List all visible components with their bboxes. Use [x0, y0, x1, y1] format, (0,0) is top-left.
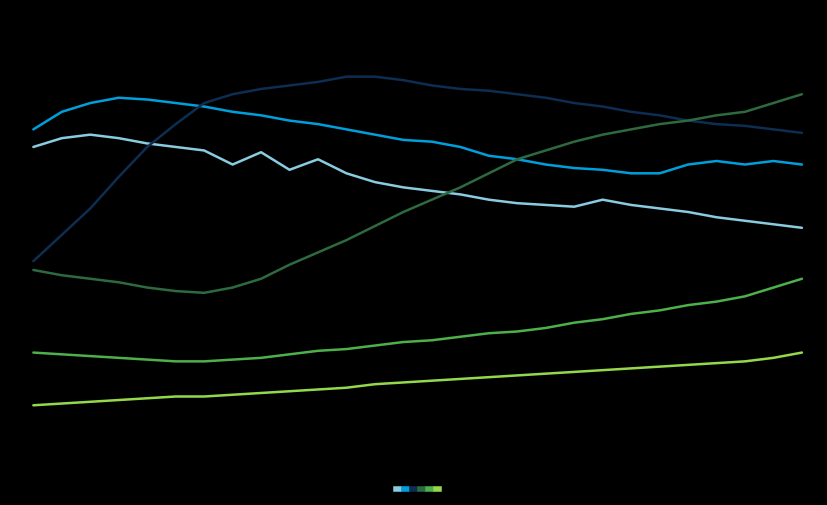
Legend: , , , , , : , , , , ,	[396, 489, 439, 490]
